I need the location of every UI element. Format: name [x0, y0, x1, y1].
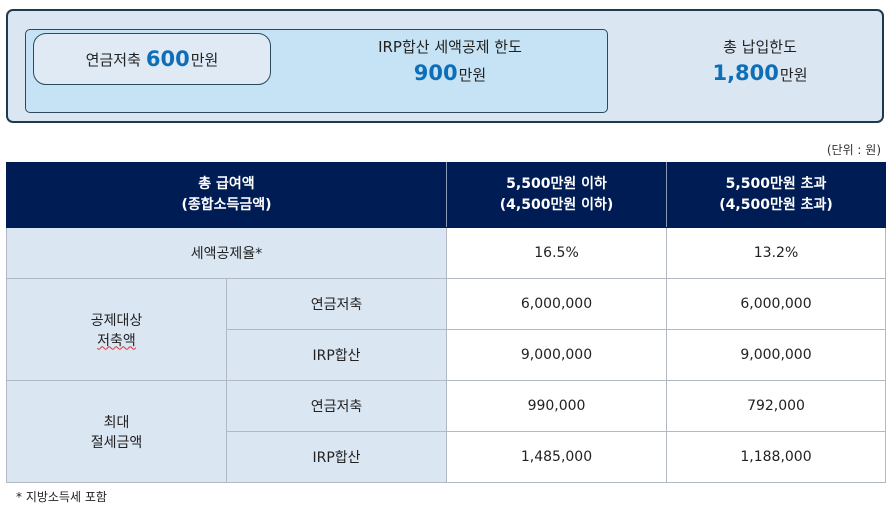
header-high-income: 5,500만원 초과 (4,500만원 초과) — [666, 162, 887, 228]
total-limit-text: 총 납입한도 1,800만원 — [660, 34, 860, 88]
irp-title: IRP합산 세액공제 한도 — [378, 38, 522, 56]
max-saving-line1: 최대 — [103, 414, 130, 431]
rate-low: 16.5% — [446, 227, 668, 279]
pension-amount: 600 — [145, 47, 190, 71]
max-saving-group-label: 최대 절세금액 — [6, 380, 227, 483]
max-saving-line2: 절세금액 — [90, 434, 143, 451]
max-saving-pension-label: 연금저축 — [225, 380, 448, 432]
pension-label: 연금저축 — [85, 50, 141, 69]
irp-amount-line: 900만원 — [330, 60, 570, 88]
header-col1-line2: (종합소득금액) — [181, 197, 272, 213]
header-low-income: 5,500만원 이하 (4,500만원 이하) — [446, 162, 668, 228]
total-unit: 만원 — [779, 66, 808, 84]
max-saving-pension-high: 792,000 — [666, 380, 887, 432]
irp-amount: 900 — [413, 61, 458, 85]
header-col3-line2: (4,500만원 초과) — [719, 197, 833, 213]
footnote: * 지방소득세 포함 — [16, 490, 107, 504]
irp-unit: 만원 — [458, 66, 487, 84]
deductible-group-label: 공제대상 저축액 — [6, 278, 227, 381]
table-row: 세액공제율* 16.5% 13.2% — [5, 227, 887, 279]
deductible-pension-label: 연금저축 — [225, 278, 448, 330]
header-col3-line1: 5,500만원 초과 — [725, 176, 827, 192]
table-row: 공제대상 저축액 연금저축 6,000,000 6,000,000 — [6, 278, 887, 381]
table-row: IRP합산 1,485,000 1,188,000 — [7, 431, 887, 483]
deductible-pension-high: 6,000,000 — [666, 278, 887, 330]
rate-label: 세액공제율* — [5, 227, 448, 279]
deductible-pension-low: 6,000,000 — [446, 278, 668, 330]
tax-credit-table: 총 급여액 (종합소득금액) 5,500만원 이하 (4,500만원 이하) 5… — [5, 162, 887, 483]
unit-note: (단위 : 원) — [826, 143, 881, 157]
header-total-salary: 총 급여액 (종합소득금액) — [5, 162, 448, 228]
max-saving-irp-high: 1,188,000 — [666, 431, 887, 483]
header-col1-line1: 총 급여액 — [198, 176, 255, 192]
max-saving-irp-low: 1,485,000 — [446, 431, 668, 483]
pension-savings-limit: 연금저축 600 만원 — [33, 33, 271, 85]
total-amount-line: 1,800만원 — [660, 60, 860, 88]
deductible-irp-label: IRP합산 — [225, 329, 448, 381]
max-saving-pension-low: 990,000 — [446, 380, 668, 432]
deductible-line1: 공제대상 — [90, 312, 143, 329]
table-row: 최대 절세금액 연금저축 990,000 792,000 — [6, 380, 887, 483]
total-title: 총 납입한도 — [723, 38, 797, 56]
deductible-irp-high: 9,000,000 — [666, 329, 887, 381]
rate-high: 13.2% — [666, 227, 887, 279]
pension-unit: 만원 — [190, 50, 219, 69]
deductible-line2: 저축액 — [97, 332, 136, 349]
header-col2-line2: (4,500만원 이하) — [499, 197, 614, 213]
max-saving-irp-label: IRP합산 — [225, 431, 448, 483]
deductible-irp-low: 9,000,000 — [446, 329, 668, 381]
header-col2-line1: 5,500만원 이하 — [506, 176, 607, 192]
table-header-row: 총 급여액 (종합소득금액) 5,500만원 이하 (4,500만원 이하) 5… — [5, 162, 887, 228]
total-amount: 1,800 — [712, 61, 779, 85]
irp-limit-text: IRP합산 세액공제 한도 900만원 — [330, 34, 570, 88]
